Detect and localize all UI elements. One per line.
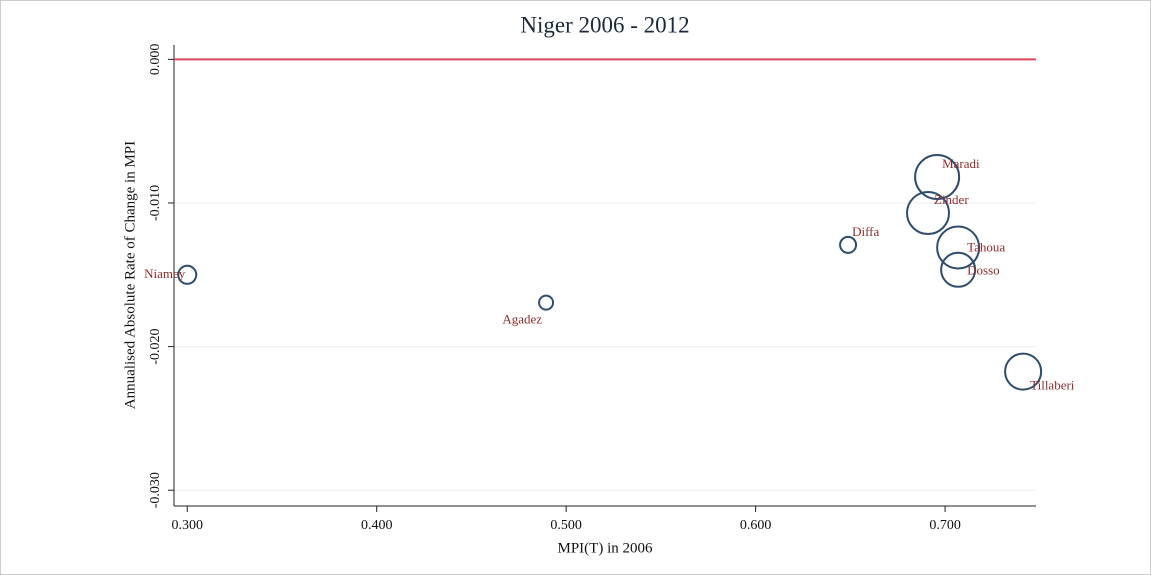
x-tick-label: 0.400 bbox=[361, 518, 393, 533]
point-label: Maradi bbox=[942, 156, 980, 171]
point-label: Tillaberi bbox=[1030, 378, 1075, 393]
chart-title: Niger 2006 - 2012 bbox=[520, 12, 689, 37]
point-label: Niamey bbox=[144, 266, 186, 281]
point-label: Tahoua bbox=[967, 239, 1005, 254]
x-axis-title: MPI(T) in 2006 bbox=[558, 540, 653, 556]
point-label: Dosso bbox=[967, 263, 1000, 278]
bubble bbox=[914, 153, 961, 200]
point-label: Diffa bbox=[852, 224, 879, 239]
x-tick-label: 0.500 bbox=[550, 518, 582, 533]
bubble bbox=[177, 264, 198, 285]
point-label: Agadez bbox=[502, 312, 542, 327]
y-axis-title: Annualised Absolute Rate of Change in MP… bbox=[122, 141, 138, 409]
y-tick-label: -0.020 bbox=[148, 329, 163, 365]
x-tick-label: 0.700 bbox=[929, 518, 961, 533]
x-tick-label: 0.300 bbox=[172, 518, 204, 533]
y-tick-label: -0.030 bbox=[148, 472, 163, 508]
bubble bbox=[940, 251, 977, 288]
bubble bbox=[538, 294, 555, 311]
y-tick-label: -0.010 bbox=[148, 185, 163, 221]
bubble bbox=[839, 235, 858, 254]
y-tick-label: 0.000 bbox=[148, 44, 163, 76]
bubble bbox=[1004, 352, 1043, 391]
bubble bbox=[906, 191, 951, 236]
point-label: Zinder bbox=[934, 192, 969, 207]
bubble bbox=[936, 225, 981, 270]
x-tick-label: 0.600 bbox=[740, 518, 772, 533]
